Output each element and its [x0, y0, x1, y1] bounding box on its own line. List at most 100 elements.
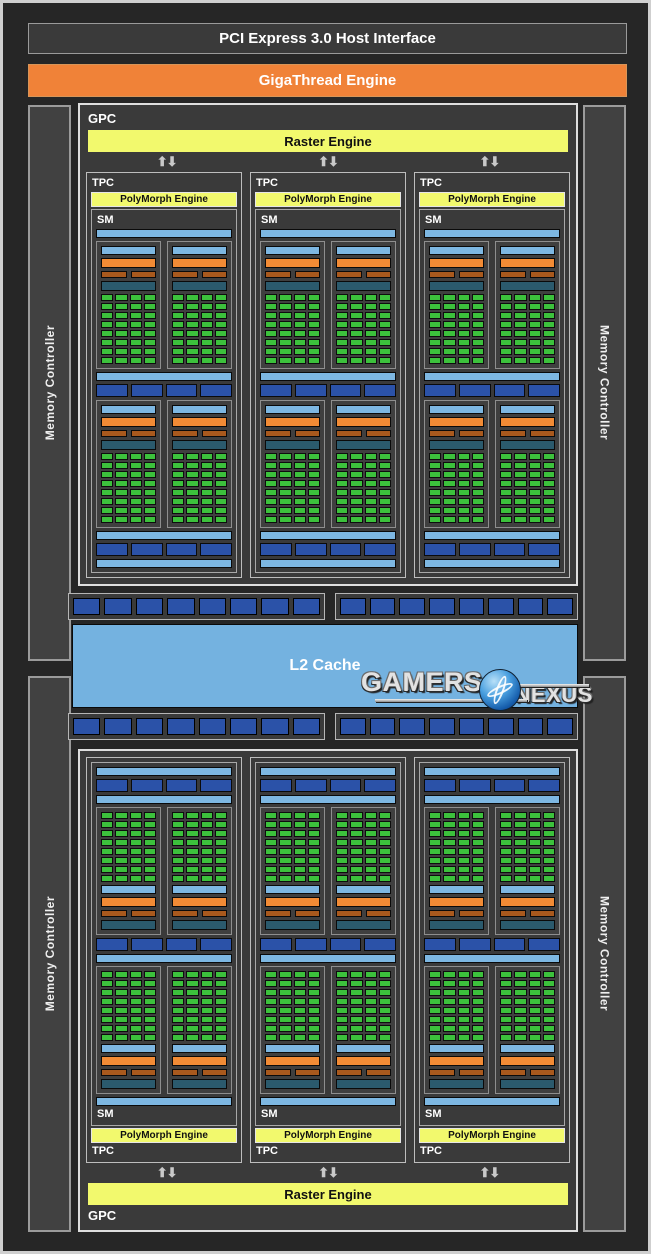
cuda-core	[443, 516, 456, 523]
cuda-core	[364, 321, 377, 328]
ldst-unit-bar	[364, 938, 396, 951]
cuda-core	[514, 330, 527, 337]
register-file-bar	[265, 920, 320, 930]
cuda-core	[279, 498, 292, 505]
ldst-unit-bar	[96, 779, 128, 792]
cuda-core	[129, 1007, 142, 1014]
cuda-core	[471, 1034, 484, 1041]
cuda-core	[265, 507, 278, 514]
cuda-core	[378, 453, 391, 460]
dispatch-unit-row	[336, 430, 391, 437]
cuda-core	[429, 303, 442, 310]
cuda-core	[172, 998, 185, 1005]
cuda-core	[143, 357, 156, 364]
cuda-core	[542, 989, 555, 996]
cuda-core	[500, 848, 513, 855]
cuda-core	[500, 821, 513, 828]
cuda-core	[186, 839, 199, 846]
instruction-buffer-bar	[172, 246, 227, 255]
cuda-core	[350, 480, 363, 487]
cuda-core	[101, 830, 114, 837]
cuda-core	[143, 507, 156, 514]
cuda-core	[443, 462, 456, 469]
ldst-unit-bar	[130, 938, 163, 951]
cuda-core	[172, 339, 185, 346]
ldst-unit-row	[424, 938, 560, 951]
cuda-core	[172, 489, 185, 496]
cuda-core	[143, 489, 156, 496]
cuda-core	[364, 1007, 377, 1014]
cuda-core	[186, 480, 199, 487]
cuda-core	[172, 989, 185, 996]
cuda-core	[528, 971, 541, 978]
cuda-core	[186, 998, 199, 1005]
cuda-core	[186, 848, 199, 855]
cuda-core	[172, 462, 185, 469]
warp-scheduler-bar	[429, 417, 484, 427]
rop-segment	[229, 718, 258, 735]
rop-segment	[167, 718, 195, 735]
rop-segment	[547, 598, 573, 615]
cuda-core	[457, 348, 470, 355]
cuda-core	[500, 830, 513, 837]
cuda-core	[528, 1007, 541, 1014]
cuda-core	[336, 348, 349, 355]
cuda-core	[129, 357, 142, 364]
cuda-core	[457, 812, 470, 819]
cuda-core	[471, 471, 484, 478]
cuda-core	[542, 312, 555, 319]
cuda-core	[378, 1025, 391, 1032]
cuda-core	[214, 498, 227, 505]
cuda-core	[378, 857, 391, 864]
cuda-core	[457, 489, 470, 496]
cuda-core	[293, 812, 306, 819]
ldst-unit-bar	[260, 779, 292, 792]
cuda-core	[115, 312, 128, 319]
cuda-core	[500, 453, 513, 460]
cuda-core	[265, 357, 278, 364]
cuda-core-grid	[429, 971, 484, 1041]
cuda-core	[129, 321, 142, 328]
cuda-core	[293, 839, 306, 846]
cuda-core	[214, 1034, 227, 1041]
rop-segment	[104, 598, 132, 615]
cuda-core	[350, 471, 363, 478]
ldst-unit-bar	[458, 938, 491, 951]
cuda-core	[200, 821, 213, 828]
cuda-core	[172, 839, 185, 846]
cuda-core	[336, 516, 349, 523]
cuda-core	[336, 866, 349, 873]
ldst-unit-bar	[364, 543, 396, 556]
cuda-core	[350, 312, 363, 319]
warp-scheduler-bar	[429, 258, 484, 268]
dispatch-unit-bar	[265, 1069, 291, 1076]
cuda-core	[429, 812, 442, 819]
ldst-unit-bar	[165, 384, 198, 397]
dispatch-unit-bar	[500, 430, 526, 437]
shared-memory-bar	[96, 559, 232, 568]
cuda-core	[378, 339, 391, 346]
rop-segment	[547, 718, 573, 735]
cuda-core	[500, 462, 513, 469]
cuda-core	[307, 507, 320, 514]
rop-row	[68, 713, 578, 740]
processing-block	[260, 807, 325, 935]
cuda-core	[500, 1007, 513, 1014]
dispatch-unit-bar	[336, 910, 362, 917]
cuda-core	[542, 1025, 555, 1032]
cuda-core-grid	[172, 971, 227, 1041]
dispatch-unit-row	[265, 271, 320, 278]
cuda-core	[336, 294, 349, 301]
cuda-core	[350, 1016, 363, 1023]
cuda-core	[115, 489, 128, 496]
ldst-unit-bar	[165, 543, 198, 556]
cuda-core	[279, 357, 292, 364]
cuda-core	[265, 516, 278, 523]
cuda-core	[471, 980, 484, 987]
ldst-unit-bar	[294, 384, 327, 397]
register-file-bar	[500, 1079, 555, 1089]
cuda-core	[378, 480, 391, 487]
tpc-label: TPC	[92, 1145, 114, 1157]
cuda-core	[143, 821, 156, 828]
cuda-core	[143, 330, 156, 337]
